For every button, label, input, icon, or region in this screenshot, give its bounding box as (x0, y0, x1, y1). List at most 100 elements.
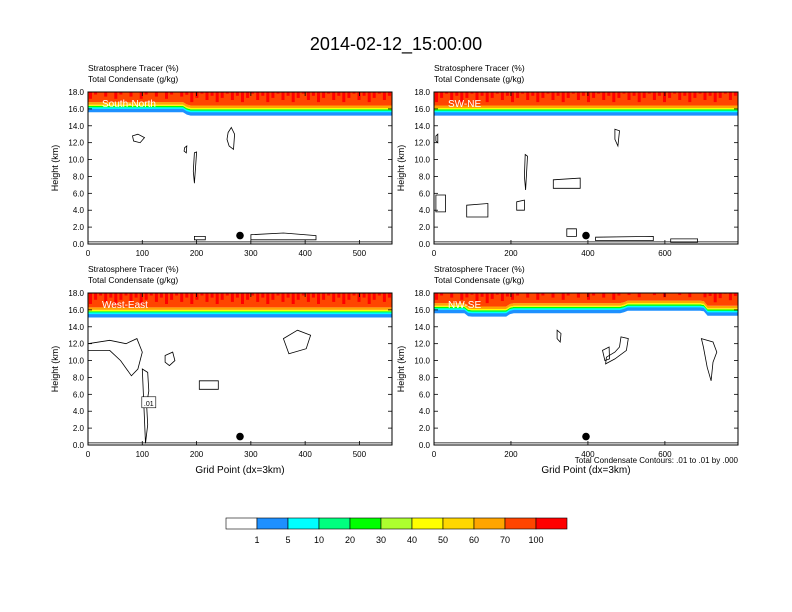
colorbar: 1 5 10 20 30 40 50 60 70 100 (225, 517, 568, 545)
tracer-streak (170, 92, 174, 95)
tracer-streak (455, 92, 459, 96)
plot-frame (433, 91, 739, 245)
tracer-streak (246, 293, 250, 300)
tracer-streak (362, 92, 366, 96)
tracer-streak (347, 293, 351, 300)
tracer-streak (551, 92, 555, 100)
condensate-contour (605, 336, 629, 365)
y-tick-label: 10.0 (414, 357, 430, 366)
tracer-streak (592, 92, 596, 98)
plot-area (434, 293, 738, 445)
tracer-streak (668, 92, 672, 98)
tracer-streak (230, 92, 234, 100)
tracer-streak (251, 92, 255, 94)
tracer-streak (617, 293, 621, 296)
tracer-streak (139, 92, 143, 99)
tracer-streak (357, 293, 361, 302)
colorbar-label: 10 (314, 535, 324, 545)
tracer-streak (475, 92, 479, 100)
tracer-streak (377, 92, 381, 94)
y-tick-label: 6.0 (419, 390, 431, 399)
condensate-contour (194, 236, 206, 241)
x-tick-label: 500 (353, 249, 367, 258)
tracer-streak (531, 92, 535, 96)
colorbar-swatch (504, 517, 537, 530)
y-tick-label: 12.0 (414, 340, 430, 349)
tracer-streak (367, 92, 371, 103)
y-tick-label: 16.0 (68, 306, 84, 315)
tracer-streak (149, 293, 153, 296)
y-tick-label: 18.0 (414, 289, 430, 298)
tracer-streak (460, 92, 464, 103)
tracer-streak (144, 293, 148, 300)
condensate-contour (183, 145, 188, 154)
tracer-streak (561, 293, 565, 300)
condensate-contour (435, 194, 446, 213)
colorbar-label: 1 (254, 535, 259, 545)
tracer-streak (104, 293, 108, 302)
x-tick-label: 300 (244, 249, 258, 258)
tracer-streak (372, 92, 376, 98)
tracer-streak (230, 293, 234, 302)
colorbar-label: 70 (500, 535, 510, 545)
colorbar-swatch (225, 517, 258, 530)
y-tick-label: 2.0 (419, 424, 431, 433)
tracer-streak (490, 92, 494, 98)
tracer-streak (693, 92, 697, 98)
tracer-band (88, 309, 392, 312)
tracer-streak (109, 293, 113, 298)
y-tick-label: 8.0 (419, 172, 431, 181)
x-tick-label: 0 (432, 450, 437, 459)
tracer-band (434, 306, 738, 317)
tracer-streak (718, 92, 722, 98)
tracer-streak (612, 293, 616, 300)
plot-frame (87, 292, 393, 446)
tracer-streak (627, 92, 631, 100)
tracer-streak (205, 293, 209, 302)
tracer-streak (708, 293, 712, 296)
tracer-streak (551, 293, 555, 298)
subtitle-condensate: Total Condensate (g/kg) (434, 275, 524, 285)
tracer-streak (652, 92, 656, 100)
tracer-streak (536, 92, 540, 103)
y-axis-label: Height (km) (50, 145, 60, 192)
tracer-streak (622, 92, 626, 94)
y-tick-label: 18.0 (68, 289, 84, 298)
tracer-streak (576, 92, 580, 100)
location-marker (582, 432, 590, 441)
tracer-streak (708, 92, 712, 96)
tracer-streak (485, 293, 489, 304)
tracer-streak (235, 293, 239, 298)
tracer-streak (678, 92, 682, 100)
colorbar-label: 30 (376, 535, 386, 545)
tracer-band (88, 92, 392, 106)
tracer-streak (683, 92, 687, 96)
y-axis-label: Height (km) (50, 346, 60, 393)
x-tick-label: 200 (504, 249, 518, 258)
tracer-streak (266, 293, 270, 304)
tracer-streak (180, 92, 184, 97)
tracer-band (434, 300, 738, 309)
tracer-streak (698, 92, 702, 94)
contour-label-box (141, 396, 157, 409)
y-tick-label: 2.0 (73, 424, 85, 433)
condensate-contour (198, 380, 219, 390)
tracer-streak (723, 92, 727, 94)
tracer-streak (576, 293, 580, 298)
tracer-streak (566, 293, 570, 296)
y-tick-label: 8.0 (73, 172, 85, 181)
tracer-streak (246, 92, 250, 98)
colorbar-swatch (535, 517, 568, 530)
tracer-band (434, 105, 738, 108)
tracer-streak (546, 92, 550, 94)
tracer-streak (367, 293, 371, 304)
colorbar-swatch (380, 517, 413, 530)
condensate-contour (700, 338, 718, 381)
tracer-streak (185, 92, 189, 95)
figure-title: 2014-02-12_15:00:00 (310, 34, 482, 55)
tracer-streak (291, 293, 295, 304)
tracer-band (434, 305, 738, 314)
y-tick-label: 8.0 (73, 373, 85, 382)
